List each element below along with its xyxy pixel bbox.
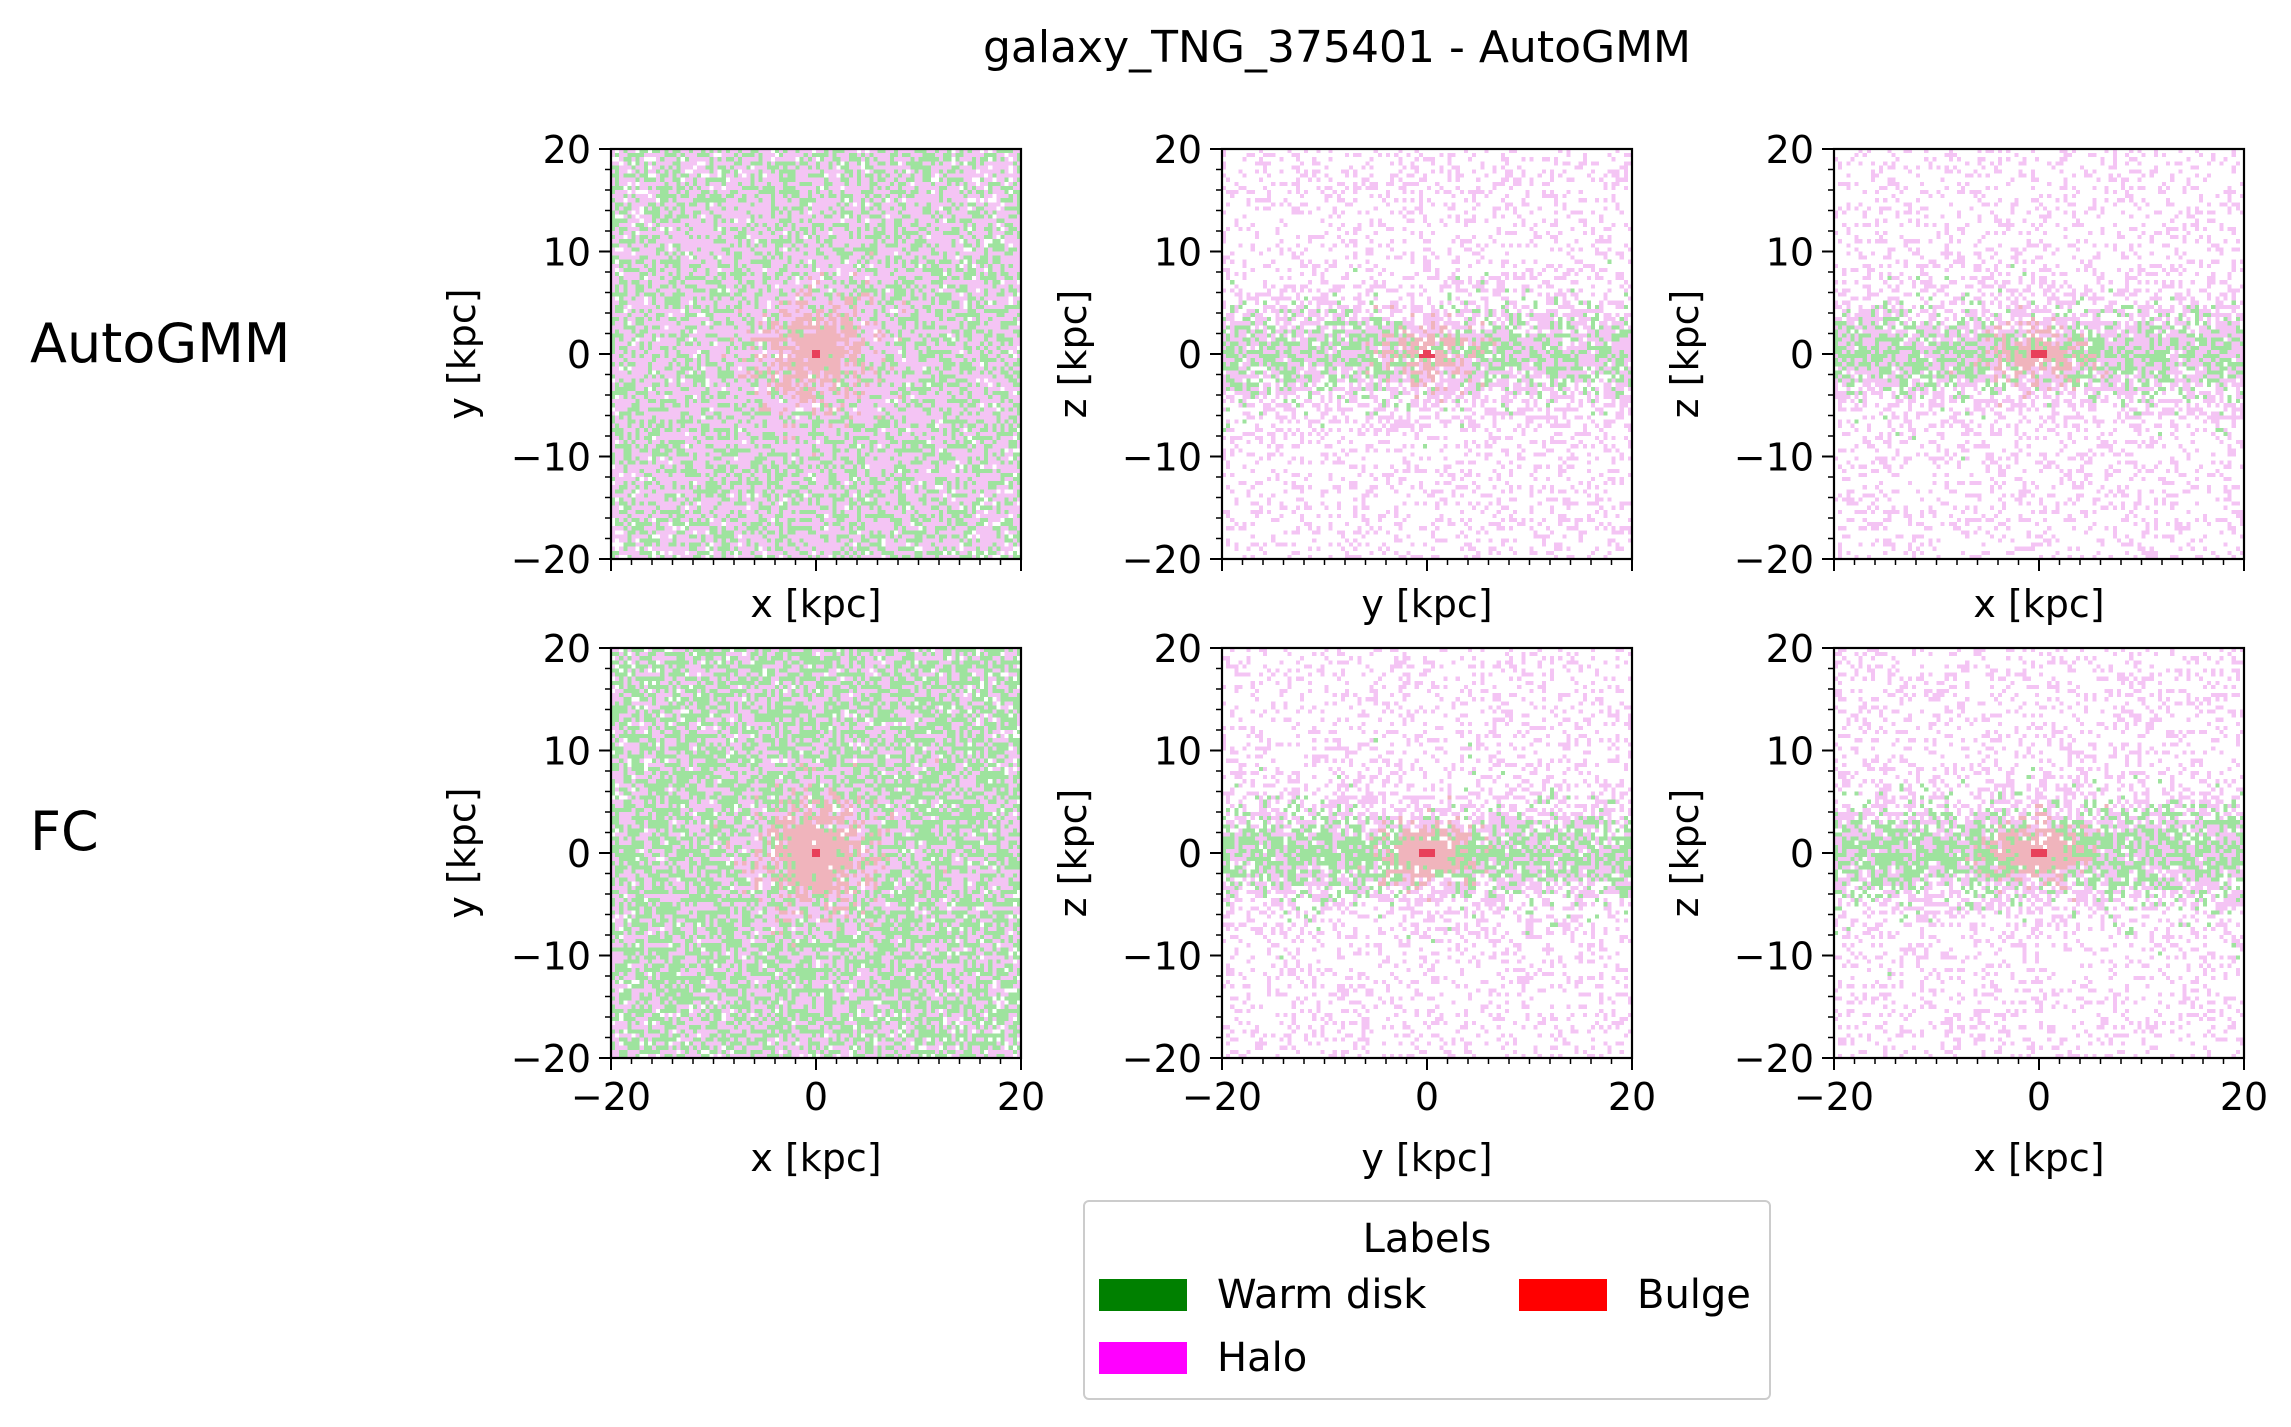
legend-swatch-bulge bbox=[1519, 1279, 1607, 1311]
legend-swatch-warm-disk bbox=[1099, 1279, 1187, 1311]
y-tick-label: 10 bbox=[543, 231, 591, 275]
x-tick-label: −20 bbox=[571, 1075, 651, 1119]
panel-1-1: −20 −10 0 10 20 −20 0 20 y [kpc] z [kpc] bbox=[1051, 627, 1656, 1180]
row-label-fc: FC bbox=[30, 800, 99, 863]
x-tick-label: −20 bbox=[1794, 1075, 1874, 1119]
y-tick-label: 10 bbox=[1154, 231, 1202, 275]
figure-title: galaxy_TNG_375401 - AutoGMM bbox=[983, 22, 1691, 73]
legend-item-halo: Halo bbox=[1099, 1335, 1307, 1381]
y-tick-label: 0 bbox=[1790, 832, 1814, 876]
y-axis-label: z [kpc] bbox=[1051, 789, 1095, 918]
y-axis-label: y [kpc] bbox=[440, 288, 484, 419]
y-tick-label: 10 bbox=[1154, 730, 1202, 774]
y-tick-label: 0 bbox=[1790, 333, 1814, 377]
x-tick-label: 20 bbox=[1608, 1075, 1656, 1119]
y-tick-label: 20 bbox=[1766, 128, 1814, 172]
y-axis-label: y [kpc] bbox=[440, 787, 484, 918]
panel-1-0: −20 −10 0 10 20 −20 0 20 x [kpc] y [kpc] bbox=[440, 627, 1045, 1180]
legend-label-halo: Halo bbox=[1217, 1335, 1308, 1381]
x-axis-label: y [kpc] bbox=[1361, 1136, 1492, 1180]
legend-title: Labels bbox=[1362, 1216, 1492, 1262]
x-axis-label: x [kpc] bbox=[750, 1136, 881, 1180]
y-axis-label: z [kpc] bbox=[1663, 789, 1707, 918]
y-axis-label: z [kpc] bbox=[1051, 290, 1095, 419]
panels-group: −20 −10 0 10 20 x [kpc] y [kpc] −20 −10 0 10 20 y [k… bbox=[440, 128, 2268, 1180]
panel-1-2: −20 −10 0 10 20 −20 0 20 x [kpc] z [kpc] bbox=[1663, 627, 2268, 1180]
y-tick-label: −10 bbox=[1734, 436, 1814, 480]
x-axis-label: x [kpc] bbox=[750, 582, 881, 626]
legend: Labels Warm disk Bulge Halo bbox=[1083, 1200, 1771, 1400]
density-map bbox=[611, 149, 1021, 559]
y-tick-label: −10 bbox=[1122, 935, 1202, 979]
y-tick-label: −10 bbox=[511, 436, 591, 480]
y-tick-label: 10 bbox=[1766, 730, 1814, 774]
legend-label-warm-disk: Warm disk bbox=[1217, 1272, 1427, 1318]
density-map bbox=[1834, 648, 2244, 1058]
density-map bbox=[1834, 149, 2244, 559]
y-tick-label: 0 bbox=[567, 832, 591, 876]
panel-0-1: −20 −10 0 10 20 y [kpc] z [kpc] bbox=[1051, 128, 1634, 626]
x-tick-label: 20 bbox=[997, 1075, 1045, 1119]
legend-swatch-halo bbox=[1099, 1342, 1187, 1374]
y-tick-label: 0 bbox=[567, 333, 591, 377]
y-tick-label: −10 bbox=[1122, 436, 1202, 480]
y-tick-label: −10 bbox=[511, 935, 591, 979]
y-tick-label: 0 bbox=[1178, 832, 1202, 876]
y-tick-label: 10 bbox=[1766, 231, 1814, 275]
y-tick-label: −20 bbox=[1734, 1037, 1814, 1081]
legend-item-warm-disk: Warm disk bbox=[1099, 1272, 1426, 1318]
y-axis-label: z [kpc] bbox=[1663, 290, 1707, 419]
legend-item-bulge: Bulge bbox=[1519, 1272, 1751, 1318]
y-tick-label: −20 bbox=[1122, 1037, 1202, 1081]
x-tick-label: −20 bbox=[1182, 1075, 1262, 1119]
x-axis-label: x [kpc] bbox=[1973, 1136, 2104, 1180]
y-tick-label: 20 bbox=[543, 128, 591, 172]
y-tick-label: 20 bbox=[543, 627, 591, 671]
panel-0-2: −20 −10 0 10 20 x [kpc] z [kpc] bbox=[1663, 128, 2246, 626]
y-tick-label: −20 bbox=[511, 538, 591, 582]
density-map bbox=[1222, 149, 1632, 559]
y-tick-label: 10 bbox=[543, 730, 591, 774]
y-tick-label: −20 bbox=[511, 1037, 591, 1081]
x-axis-label: y [kpc] bbox=[1361, 582, 1492, 626]
row-label-autogmm: AutoGMM bbox=[30, 312, 290, 375]
density-map bbox=[1222, 648, 1632, 1058]
y-tick-label: 20 bbox=[1154, 128, 1202, 172]
y-tick-label: 20 bbox=[1766, 627, 1814, 671]
x-tick-label: 0 bbox=[1415, 1075, 1439, 1119]
y-tick-label: 20 bbox=[1154, 627, 1202, 671]
y-tick-label: 0 bbox=[1178, 333, 1202, 377]
density-map bbox=[611, 648, 1021, 1058]
y-tick-label: −20 bbox=[1122, 538, 1202, 582]
x-tick-label: 20 bbox=[2220, 1075, 2268, 1119]
x-axis-label: x [kpc] bbox=[1973, 582, 2104, 626]
x-tick-label: 0 bbox=[804, 1075, 828, 1119]
panel-0-0: −20 −10 0 10 20 x [kpc] y [kpc] bbox=[440, 128, 1023, 626]
y-tick-label: −20 bbox=[1734, 538, 1814, 582]
legend-label-bulge: Bulge bbox=[1637, 1272, 1751, 1318]
y-tick-label: −10 bbox=[1734, 935, 1814, 979]
x-tick-label: 0 bbox=[2027, 1075, 2051, 1119]
